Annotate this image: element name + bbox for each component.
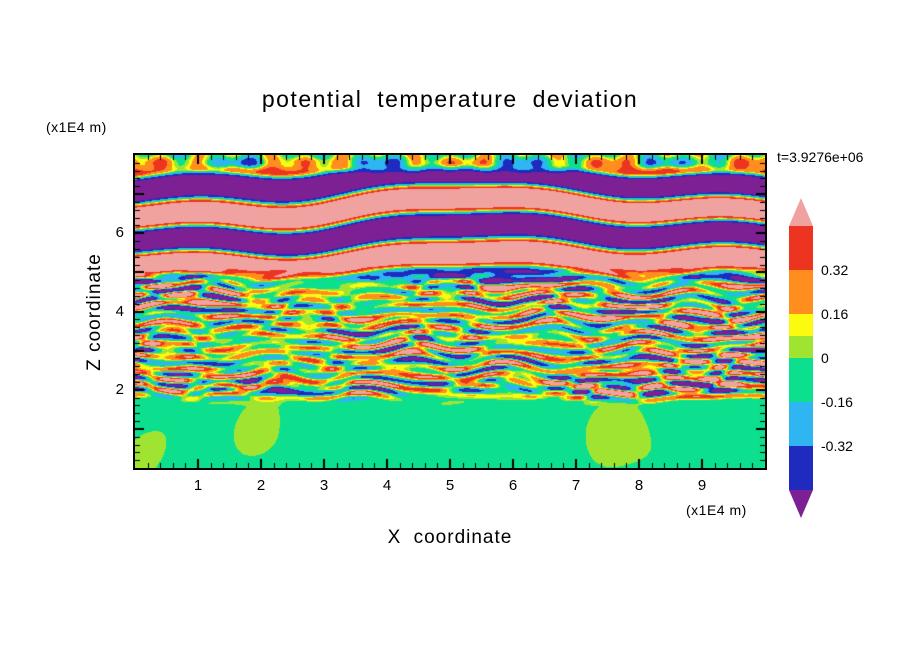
- time-stamp-label: t=3.9276e+06: [777, 149, 864, 165]
- colorbar: [789, 226, 813, 490]
- colorbar-segment-red: [789, 226, 813, 270]
- x-tick-label: 9: [697, 477, 707, 494]
- plot-area: [133, 153, 767, 470]
- contour-field-canvas: [135, 155, 765, 468]
- x-axis-title: X coordinate: [387, 527, 513, 548]
- colorbar-segment-navy: [789, 446, 813, 490]
- colorbar-tick-label: 0.32: [821, 262, 849, 278]
- colorbar-arrow-down-icon: [789, 490, 813, 518]
- x-tick-label: 1: [193, 477, 203, 494]
- x-tick-label: 5: [445, 477, 455, 494]
- x-tick-label: 7: [571, 477, 581, 494]
- x-axis-unit-label: (x1E4 m): [686, 502, 747, 518]
- x-tick-label: 4: [382, 477, 392, 494]
- colorbar-tick-label: 0: [821, 350, 829, 366]
- y-tick-label: 4: [115, 302, 124, 320]
- y-axis-unit-label: (x1E4 m): [46, 119, 107, 135]
- plot-title: potential temperature deviation: [261, 86, 639, 112]
- colorbar-arrow-up-icon: [789, 198, 813, 226]
- x-tick-label: 2: [256, 477, 266, 494]
- colorbar-tick-label: 0.16: [821, 306, 849, 322]
- colorbar-segment-cyan: [789, 402, 813, 446]
- colorbar-tick-label: -0.16: [821, 394, 853, 410]
- y-tick-label: 6: [115, 224, 124, 242]
- colorbar-tick-label: -0.32: [821, 438, 853, 454]
- colorbar-segment-spring-green: [789, 358, 813, 402]
- y-tick-label: 2: [115, 380, 124, 398]
- colorbar-segment-yellow: [789, 314, 813, 336]
- x-tick-label: 8: [634, 477, 644, 494]
- colorbar-segment-chartreuse: [789, 336, 813, 358]
- x-tick-label: 3: [319, 477, 329, 494]
- colorbar-segment-orange: [789, 270, 813, 314]
- x-tick-label: 6: [508, 477, 518, 494]
